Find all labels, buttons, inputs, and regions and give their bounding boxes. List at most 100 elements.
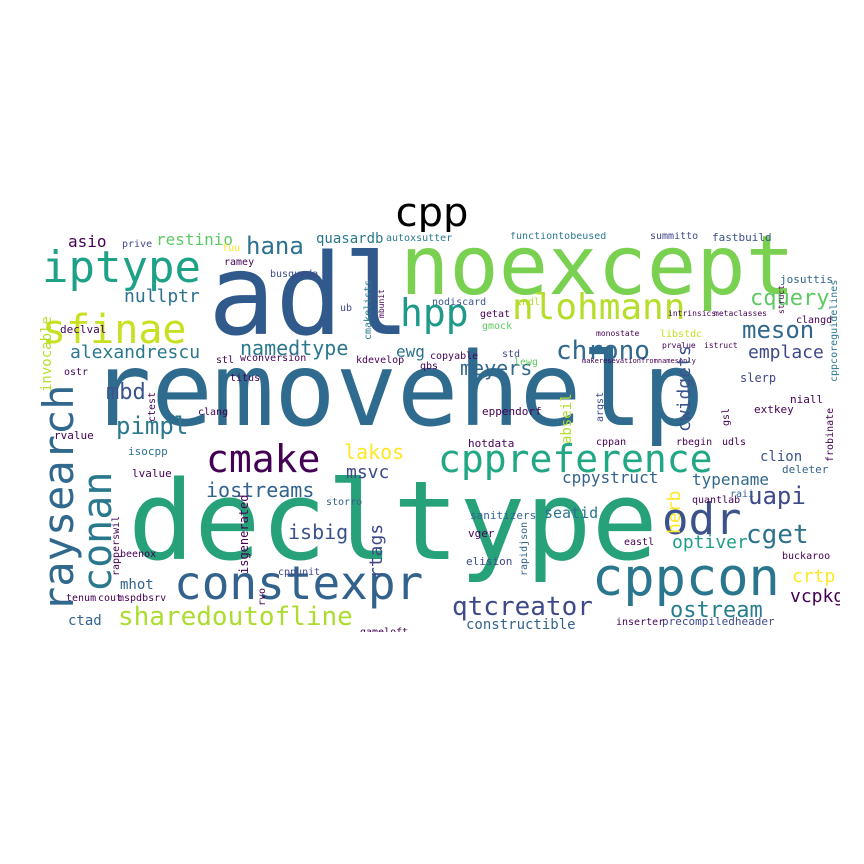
word-fastbuild: fastbuild xyxy=(712,232,772,244)
word-typename: typename xyxy=(692,470,770,489)
word-hpp: hpp xyxy=(400,291,469,335)
word-quantlab: quantlab xyxy=(692,495,741,506)
word-kdevelop: kdevelop xyxy=(356,355,405,366)
word-titus: titus xyxy=(230,373,261,384)
word-rvalue: rvalue xyxy=(54,429,94,442)
word-rapidjson: rapidjson xyxy=(519,521,530,576)
word-nodiscard: nodiscard xyxy=(432,297,487,308)
word-ostream: ostream xyxy=(670,598,763,623)
word-intrinsics: intrinsics xyxy=(668,309,717,318)
word-rtags: rtags xyxy=(366,523,387,578)
word-gmock: gmock xyxy=(482,321,513,332)
word-lvalue: lvalue xyxy=(132,467,172,480)
word-raii: raii xyxy=(730,489,755,500)
word-restinio: restinio xyxy=(156,232,234,249)
word-nlohmann: nlohmann xyxy=(512,287,686,328)
word-cwidgets: cwidgets xyxy=(674,345,695,432)
word-busqueda: busqueda xyxy=(270,269,319,280)
word-iptype: iptype xyxy=(42,242,201,293)
word-std: std xyxy=(502,349,521,360)
word-quasardb: quasardb xyxy=(316,232,384,247)
word-lakos: lakos xyxy=(344,440,405,464)
word-ctad: ctad xyxy=(68,613,102,629)
word-clangd: clangd xyxy=(796,315,833,326)
word-chrono: chrono xyxy=(556,336,650,366)
word-deleter: deleter xyxy=(782,463,829,476)
word-vcpkg: vcpkg xyxy=(790,586,840,607)
word-frobinate: frobinate xyxy=(825,407,836,462)
word-sharedoutofline: sharedoutofline xyxy=(118,602,353,632)
word-optiver: optiver xyxy=(672,532,748,553)
word-slerp: slerp xyxy=(740,371,777,385)
word-msvc: msvc xyxy=(346,462,390,483)
word-storro: storro xyxy=(326,497,363,508)
word-fuu: fuu xyxy=(222,243,241,254)
word-isbig: isbig xyxy=(288,520,349,544)
word-mhot: mhot xyxy=(120,577,154,593)
word-clion: clion xyxy=(760,449,803,465)
word-functiontobeused: functiontobeused xyxy=(510,232,607,242)
word-odr: odr xyxy=(662,494,742,545)
word-constexpr: constexpr xyxy=(174,556,424,610)
word-cquery: cquery xyxy=(750,286,830,311)
word-cppcoreguidelines: cppcoreguidelines xyxy=(829,279,840,382)
word-cget: cget xyxy=(746,520,809,550)
page-title: cpp xyxy=(395,190,469,236)
word-ostr: ostr xyxy=(64,367,89,378)
word-cppcon: cppcon xyxy=(592,548,780,608)
word-ctest: ctest xyxy=(147,391,158,422)
word-hana: hana xyxy=(246,232,304,260)
word-isgenerated: isgenerated xyxy=(237,494,251,574)
word-rapperswil: rapperswil xyxy=(111,515,122,576)
word-noexcept: noexcept xyxy=(400,232,795,314)
word-emplace: emplace xyxy=(748,342,824,363)
word-iostreams: iostreams xyxy=(206,478,315,502)
word-stl: stl xyxy=(216,355,235,366)
word-mspdbsrv: mspdbsrv xyxy=(118,593,167,604)
word-cppunit: cppunit xyxy=(278,567,321,578)
word-pimpl: pimpl xyxy=(116,412,189,440)
word-makeresevationfromnamesonly: makeresevationfromnamesonly xyxy=(582,357,696,365)
word-precompiledheader: precompiledheader xyxy=(662,615,775,628)
word-asio: asio xyxy=(68,232,107,251)
word-libstdc: libstdc xyxy=(660,329,703,340)
word-alexandrescu: alexandrescu xyxy=(70,342,201,363)
word-prive: prive xyxy=(122,239,153,250)
word-declval: declval xyxy=(60,323,107,336)
word-getat: getat xyxy=(480,309,511,320)
word-namedtype: namedtype xyxy=(240,336,349,360)
word-lewg: lewg xyxy=(514,357,539,368)
word-rvo: rvo xyxy=(257,587,268,606)
word-tenum: tenum xyxy=(66,593,97,604)
word-herb: herb xyxy=(664,490,685,534)
word-gameloft: gameloft xyxy=(360,628,408,633)
word-beenox: beenox xyxy=(120,549,157,560)
word-hotdata: hotdata xyxy=(468,437,515,450)
word-abseil: abseil xyxy=(559,393,575,444)
word-eppendorf: eppendorf xyxy=(482,405,542,418)
word-rbegin: rbegin xyxy=(676,437,713,448)
word-autoxsutter: autoxsutter xyxy=(386,233,453,244)
word-invocable: invocable xyxy=(40,316,55,392)
word-meyers: meyers xyxy=(460,356,533,380)
word-monostate: monostate xyxy=(596,329,640,338)
word-extkey: extkey xyxy=(754,403,794,416)
word-cloud: removehelp decltype noexcept adl constex… xyxy=(40,232,840,632)
word-cmakelists: cmakelists xyxy=(363,279,374,340)
word-crtp: crtp xyxy=(792,566,836,587)
word-copyable: copyable xyxy=(430,351,479,362)
word-mbunit: mbunit xyxy=(377,289,386,318)
word-cppreference: cppreference xyxy=(438,437,713,481)
word-isocpp: isocpp xyxy=(128,445,168,458)
word-nullptr: nullptr xyxy=(124,286,200,307)
word-buckaroo: buckaroo xyxy=(782,551,831,562)
word-sfinae: sfinae xyxy=(42,307,187,353)
word-gsl: gsl xyxy=(721,407,732,426)
word-decltype: decltype xyxy=(128,457,658,585)
word-meson: meson xyxy=(742,316,815,344)
word-constructible: constructible xyxy=(466,617,576,632)
word-raysearch: raysearch xyxy=(40,384,83,612)
word-ub: ub xyxy=(340,303,353,314)
word-uapi: uapi xyxy=(748,482,806,510)
word-vger: vger xyxy=(468,527,495,540)
